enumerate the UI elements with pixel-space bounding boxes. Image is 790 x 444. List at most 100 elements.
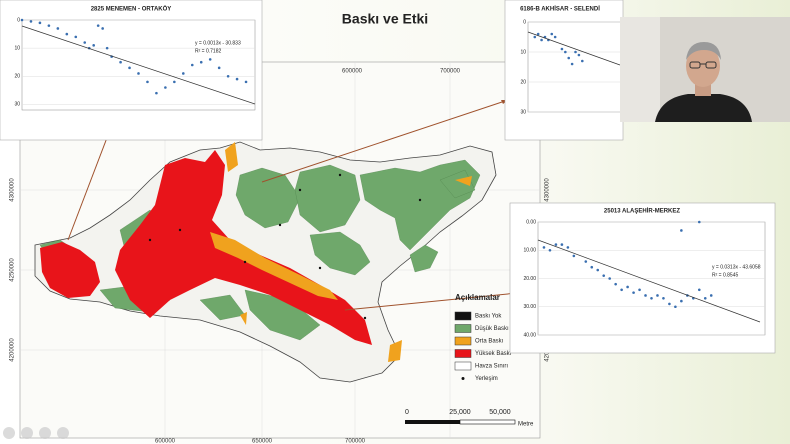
legend-swatch bbox=[454, 361, 472, 371]
data-point bbox=[566, 246, 570, 249]
legend-label: Yerleşim bbox=[475, 376, 498, 382]
data-point bbox=[199, 60, 203, 64]
data-point bbox=[680, 299, 683, 303]
data-point bbox=[47, 24, 51, 27]
scale-label: 50,000 bbox=[489, 409, 511, 416]
data-point bbox=[20, 18, 24, 22]
data-point bbox=[226, 74, 230, 78]
data-point bbox=[182, 72, 185, 75]
data-point bbox=[29, 20, 33, 23]
data-point bbox=[119, 60, 122, 64]
y-tick-label: 10 bbox=[14, 45, 20, 51]
data-point bbox=[709, 294, 713, 297]
equation: y = 0.0013x - 30.833 bbox=[195, 40, 241, 46]
data-point bbox=[74, 35, 78, 39]
coordinate-label: 600000 bbox=[342, 69, 363, 75]
legend-label: Havza Sınırı bbox=[475, 364, 508, 370]
data-point bbox=[572, 254, 576, 258]
y-tick-label: 40.00 bbox=[523, 332, 536, 338]
data-point bbox=[92, 44, 95, 47]
data-point bbox=[536, 32, 540, 36]
inset-panel bbox=[504, 0, 624, 141]
data-point bbox=[650, 296, 653, 300]
data-point bbox=[632, 291, 635, 294]
data-point bbox=[550, 32, 554, 36]
legend-label: Düşük Baskı bbox=[475, 326, 509, 332]
data-point bbox=[65, 32, 69, 36]
data-point bbox=[638, 288, 641, 292]
data-point bbox=[697, 288, 701, 292]
controls[interactable] bbox=[3, 427, 69, 439]
data-point bbox=[656, 294, 659, 297]
data-point bbox=[217, 66, 221, 70]
coordinate-label: 4250000 bbox=[10, 258, 16, 282]
data-point bbox=[567, 56, 571, 60]
data-point bbox=[553, 35, 557, 39]
data-point bbox=[564, 50, 567, 54]
inset-title: 6186-B AKHİSAR - SELENDİ bbox=[520, 6, 600, 13]
coordinate-label: 4300000 bbox=[10, 178, 16, 202]
data-point bbox=[235, 77, 239, 81]
y-tick-label: 30.00 bbox=[523, 304, 536, 310]
data-point bbox=[674, 305, 677, 309]
y-tick-label: 20.00 bbox=[523, 276, 536, 282]
y-tick-label: 0 bbox=[17, 17, 20, 23]
y-tick-label: 10.00 bbox=[523, 248, 536, 254]
inset-chart: 0.00 10.00 20.00 30.00 40.00 25013 ALAŞEHİR-M… bbox=[523, 208, 766, 338]
slide-title: Baskı ve Etki bbox=[342, 11, 428, 27]
y-tick-label: 0.00 bbox=[526, 219, 536, 225]
data-point bbox=[96, 24, 100, 27]
webcam bbox=[620, 17, 790, 122]
legend-swatch bbox=[461, 377, 465, 380]
scale-unit: Metre bbox=[518, 422, 534, 428]
data-point bbox=[155, 91, 158, 95]
legend-label: Yüksek Baskı bbox=[475, 351, 512, 357]
inset-title: 2825 MENEMEN - ORTAKÖY bbox=[91, 6, 172, 13]
inset-panel bbox=[509, 202, 776, 354]
data-point bbox=[542, 246, 546, 249]
data-point bbox=[101, 27, 104, 30]
data-point bbox=[38, 21, 42, 25]
legend-swatch bbox=[454, 311, 472, 321]
y-tick-label: 0 bbox=[523, 19, 526, 25]
data-point bbox=[548, 248, 552, 252]
data-point bbox=[540, 38, 543, 42]
data-point bbox=[208, 58, 212, 61]
data-point bbox=[602, 274, 606, 277]
coordinate-label: 650000 bbox=[252, 439, 273, 444]
data-point bbox=[560, 243, 564, 246]
data-point bbox=[560, 47, 564, 51]
legend-swatch bbox=[454, 336, 472, 346]
data-point bbox=[570, 62, 574, 66]
data-point bbox=[83, 41, 87, 44]
data-point bbox=[703, 296, 707, 300]
data-point bbox=[590, 265, 594, 269]
y-tick-label: 30 bbox=[14, 102, 20, 108]
data-point bbox=[554, 243, 558, 246]
data-point bbox=[581, 59, 584, 63]
coordinate-label: 4300000 bbox=[545, 178, 551, 202]
data-point bbox=[128, 66, 131, 70]
data-point bbox=[626, 285, 629, 289]
data-point bbox=[173, 80, 176, 84]
y-tick-label: 10 bbox=[520, 49, 526, 55]
data-point bbox=[668, 302, 671, 306]
data-point bbox=[244, 80, 248, 84]
scale-label: 25,000 bbox=[449, 409, 471, 416]
data-point bbox=[596, 268, 600, 272]
y-tick-label: 20 bbox=[520, 79, 526, 85]
legend-swatch bbox=[454, 349, 472, 358]
equation: R² = 0.8545 bbox=[712, 272, 738, 278]
scale-label: 0 bbox=[405, 409, 409, 416]
legend-label: Orta Baskı bbox=[475, 339, 504, 345]
data-point bbox=[608, 277, 611, 280]
data-point bbox=[146, 80, 149, 84]
trend-line bbox=[21, 25, 256, 105]
coordinate-label: 700000 bbox=[440, 69, 461, 75]
equation: y = 0.0313x - 43.6058 bbox=[712, 264, 761, 270]
data-point bbox=[574, 50, 577, 54]
data-point bbox=[577, 53, 581, 57]
data-point bbox=[164, 86, 167, 89]
